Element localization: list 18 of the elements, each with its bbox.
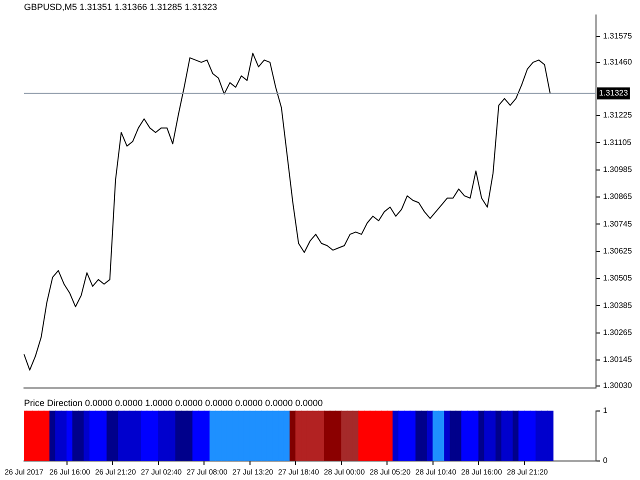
ref-line-label: 1.31323 bbox=[599, 88, 628, 98]
y-tick-label: 1.31575 bbox=[603, 32, 632, 40]
y-tick-label: 1.30385 bbox=[603, 300, 632, 310]
y-tick-label: 1.30505 bbox=[603, 274, 632, 283]
chart-title: GBPUSD,M5 1.31351 1.31366 1.31285 1.31323 bbox=[24, 2, 218, 12]
y-tick-label: 1 bbox=[603, 406, 608, 416]
y-tick-label: 1.30985 bbox=[603, 165, 632, 174]
chart-title: Price Direction 0.0000 0.0000 1.0000 0.0000 0.0000 0.0000 0.0000 0.0000 bbox=[24, 398, 323, 408]
y-tick-label: 1.30625 bbox=[603, 246, 632, 256]
y-tick-label: 1.30745 bbox=[603, 219, 632, 228]
y-tick-label: 1.31225 bbox=[603, 110, 632, 120]
y-tick-label: 1.30030 bbox=[603, 381, 632, 390]
y-tick-label: 0 bbox=[603, 456, 608, 466]
y-tick-label: 1.30865 bbox=[603, 192, 632, 202]
y-tick-label: 1.30265 bbox=[603, 328, 632, 337]
y-tick-label: 1.30145 bbox=[603, 355, 632, 364]
y-tick-label: 1.31460 bbox=[603, 58, 632, 67]
y-tick-label: 1.31105 bbox=[603, 138, 632, 147]
